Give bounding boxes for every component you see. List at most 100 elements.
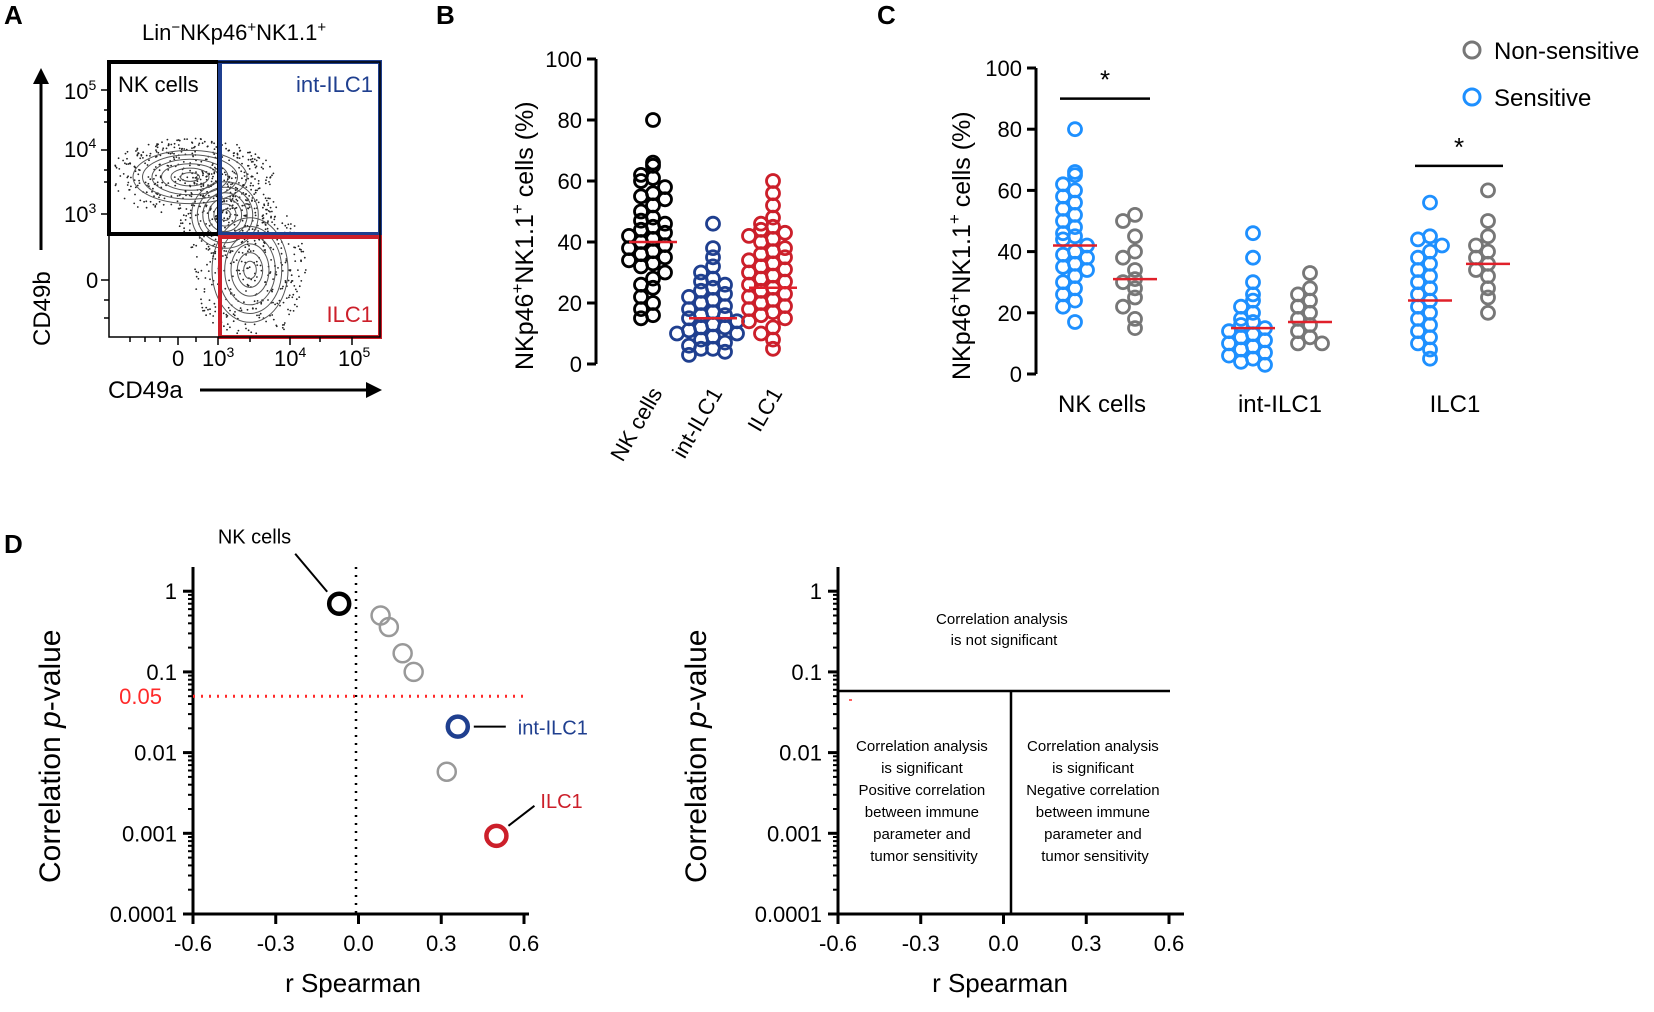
flow-event-dot [202, 201, 205, 204]
flow-contour-line [217, 226, 283, 314]
flow-event-dot [248, 168, 251, 170]
gate-label-int-ilc1: int-ILC1 [296, 72, 373, 97]
flow-event-dot [293, 285, 296, 287]
dl-point-highlight [484, 823, 509, 849]
dl-y-tick-label: 0.01 [134, 741, 177, 766]
flow-event-dot [151, 190, 153, 193]
c-dot-sensitive [1410, 231, 1426, 248]
flow-event-dot [170, 195, 173, 198]
flow-event-dot [228, 176, 231, 179]
flow-event-dot [247, 250, 249, 253]
flow-event-dot [119, 175, 122, 177]
flow-event-dot [167, 169, 170, 171]
flow-contour-line [180, 172, 200, 182]
flow-event-dot [271, 314, 274, 316]
flow-contour-line [224, 234, 276, 306]
flow-event-dot [205, 247, 208, 250]
b-dot [741, 313, 757, 330]
c-y-ticks: 0 20 40 60 80 100 [985, 56, 1036, 387]
flow-event-dot [281, 287, 284, 290]
flow-event-dot [291, 296, 294, 299]
b-dot [717, 298, 733, 315]
b-dot [633, 173, 649, 189]
legend-marker-nonsensitive [1462, 40, 1482, 60]
flow-event-dot [212, 168, 215, 171]
flow-event-dot [254, 279, 256, 282]
b-dot [657, 191, 673, 208]
b-dot [705, 215, 721, 232]
flow-event-dot [210, 173, 213, 175]
panel-letter-d: D [4, 529, 23, 559]
flow-event-dot [264, 249, 267, 251]
b-dot [705, 249, 721, 266]
flow-event-dot [202, 174, 204, 177]
flow-event-dot [147, 182, 150, 185]
flow-event-dot [236, 199, 239, 202]
flow-event-dot [192, 243, 195, 246]
flow-event-dot [152, 187, 154, 190]
flow-event-dot [194, 177, 197, 179]
flow-event-dot [269, 206, 272, 209]
flow-event-dot [281, 326, 284, 329]
c-y-tick-label: 20 [998, 301, 1022, 326]
flow-event-dot [204, 277, 207, 279]
flow-event-dot [198, 142, 201, 145]
b-dot [765, 209, 781, 226]
flow-event-dot [230, 250, 232, 252]
flow-event-dot [142, 157, 144, 159]
flow-event-dot [128, 188, 131, 191]
flow-event-dot [285, 259, 288, 262]
flow-event-dot [138, 179, 141, 182]
flow-event-dot [207, 245, 210, 248]
flow-event-dot [248, 203, 251, 206]
flow-event-dot [224, 226, 226, 229]
flow-event-dot [241, 177, 243, 180]
flow-event-dot [269, 176, 272, 179]
flow-event-dot [230, 183, 232, 186]
c-ylabel: NKp46+NK1.1+ cells (%) [945, 111, 976, 380]
flow-event-dot [160, 211, 163, 214]
flow-event-dot [241, 162, 243, 165]
flow-event-dot [194, 214, 197, 217]
flow-event-dot [246, 199, 248, 202]
flow-event-dot [193, 182, 196, 185]
flow-event-dot [240, 309, 243, 312]
c-dot-sensitive [1233, 353, 1249, 370]
flow-event-dot [185, 214, 188, 217]
flow-event-dot [287, 279, 290, 282]
flow-event-dot [238, 269, 241, 272]
c-dot-sensitive [1067, 314, 1083, 330]
flow-event-dot [174, 184, 177, 187]
flow-event-dot [236, 156, 239, 159]
flow-event-dot [226, 207, 229, 210]
c-dot-nonsensitive [1480, 289, 1496, 306]
flow-event-dot [262, 217, 265, 219]
flow-event-dot [300, 250, 303, 253]
a-ytick-0: 105 [64, 77, 96, 104]
flow-event-dot [200, 240, 203, 242]
flow-event-dot [189, 209, 192, 212]
dl-x-tick-label: -0.3 [257, 931, 295, 956]
flow-contour-line [243, 260, 257, 280]
c-y-tick-label: 40 [998, 240, 1022, 265]
a-xtick-2: 104 [274, 344, 306, 371]
flow-event-dot [265, 208, 267, 211]
flow-event-dot [177, 207, 180, 210]
c-dot-nonsensitive [1115, 274, 1131, 291]
flow-event-dot [294, 288, 297, 291]
flow-event-dot [264, 281, 266, 283]
flow-event-dot [176, 195, 179, 197]
flow-event-dot [134, 186, 137, 189]
flow-event-dot [264, 197, 267, 200]
flow-event-dot [200, 298, 202, 301]
flow-event-dot [159, 154, 162, 157]
flow-event-dot [235, 198, 238, 201]
flow-event-dot [195, 270, 198, 273]
dl-x-tick-label: 0.3 [426, 931, 457, 956]
c-dot-nonsensitive [1115, 249, 1131, 266]
flow-event-dot [196, 180, 199, 183]
flow-event-dot [233, 223, 236, 226]
flow-event-dot [203, 140, 206, 143]
flow-event-dot [215, 168, 217, 170]
flow-event-dot [197, 271, 200, 274]
